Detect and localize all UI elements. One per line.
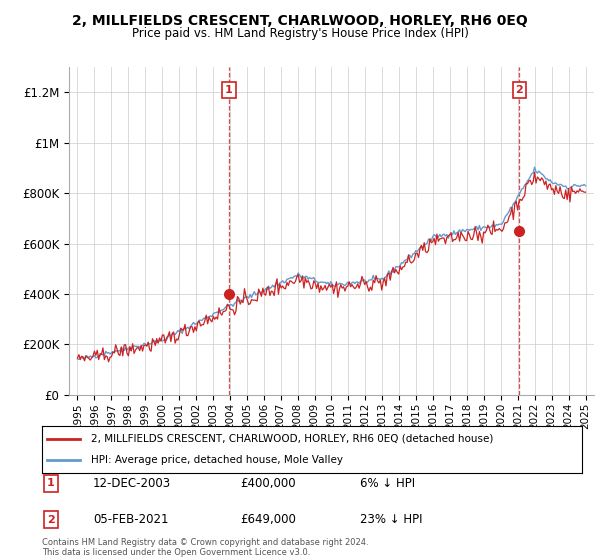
Text: Contains HM Land Registry data © Crown copyright and database right 2024.
This d: Contains HM Land Registry data © Crown c…: [42, 538, 368, 557]
Text: 2: 2: [515, 85, 523, 95]
Text: 2: 2: [47, 515, 55, 525]
Text: 6% ↓ HPI: 6% ↓ HPI: [360, 477, 415, 490]
Text: 23% ↓ HPI: 23% ↓ HPI: [360, 513, 422, 526]
Text: HPI: Average price, detached house, Mole Valley: HPI: Average price, detached house, Mole…: [91, 455, 343, 465]
Text: 2, MILLFIELDS CRESCENT, CHARLWOOD, HORLEY, RH6 0EQ: 2, MILLFIELDS CRESCENT, CHARLWOOD, HORLE…: [72, 14, 528, 28]
Text: 05-FEB-2021: 05-FEB-2021: [93, 513, 169, 526]
Text: 2, MILLFIELDS CRESCENT, CHARLWOOD, HORLEY, RH6 0EQ (detached house): 2, MILLFIELDS CRESCENT, CHARLWOOD, HORLE…: [91, 434, 493, 444]
Text: 12-DEC-2003: 12-DEC-2003: [93, 477, 171, 490]
Text: £649,000: £649,000: [240, 513, 296, 526]
Text: 1: 1: [225, 85, 233, 95]
Text: £400,000: £400,000: [240, 477, 296, 490]
Text: Price paid vs. HM Land Registry's House Price Index (HPI): Price paid vs. HM Land Registry's House …: [131, 27, 469, 40]
Text: 1: 1: [47, 478, 55, 488]
